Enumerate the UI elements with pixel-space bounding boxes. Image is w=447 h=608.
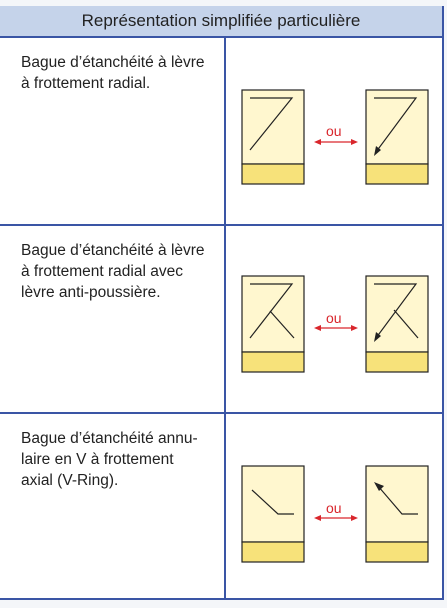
row-description-cell: Bague d’étanchéité à lèvre à frottement … xyxy=(0,38,226,224)
separator-label: ou xyxy=(326,123,342,139)
dust-lip-seal-symbols xyxy=(241,275,429,373)
double-arrow xyxy=(314,325,358,331)
header-title: Représentation simplifiée particulière xyxy=(81,11,361,30)
symbol-right xyxy=(365,275,429,373)
symbol-drawing-cell: ou xyxy=(228,226,442,412)
radial-lip-seal-symbols xyxy=(241,89,429,185)
symbol-right xyxy=(365,89,429,185)
symbol-left xyxy=(241,465,305,563)
separator-label: ou xyxy=(326,310,342,326)
separator-label: ou xyxy=(326,500,342,516)
symbol-right xyxy=(365,465,429,563)
row-description-cell: Bague d’étanchéité annu- laire en V à fr… xyxy=(0,414,226,598)
double-arrow xyxy=(314,515,358,521)
row-description: Bague d’étanchéité à lèvre à frottement … xyxy=(21,54,205,92)
v-ring-symbols xyxy=(241,465,429,563)
symbol-left xyxy=(241,275,305,373)
symbol-drawing-cell: ou xyxy=(228,38,442,224)
row-description: Bague d’étanchéité à lèvre à frottement … xyxy=(21,242,205,301)
symbol-left xyxy=(241,89,305,185)
double-arrow xyxy=(314,139,358,145)
row-description: Bague d’étanchéité annu- laire en V à fr… xyxy=(21,430,198,489)
table-row-v-ring: Bague d’étanchéité annu- laire en V à fr… xyxy=(0,414,442,598)
symbol-table: Représentation simplifiée particulière B… xyxy=(0,6,444,600)
table-header: Représentation simplifiée particulière xyxy=(0,6,442,38)
table-row-radial-lip-seal-dust-lip: Bague d’étanchéité à lèvre à frottement … xyxy=(0,226,442,414)
table-row-radial-lip-seal: Bague d’étanchéité à lèvre à frottement … xyxy=(0,38,442,226)
symbol-drawing-cell: ou xyxy=(228,414,442,598)
row-description-cell: Bague d’étanchéité à lèvre à frottement … xyxy=(0,226,226,412)
